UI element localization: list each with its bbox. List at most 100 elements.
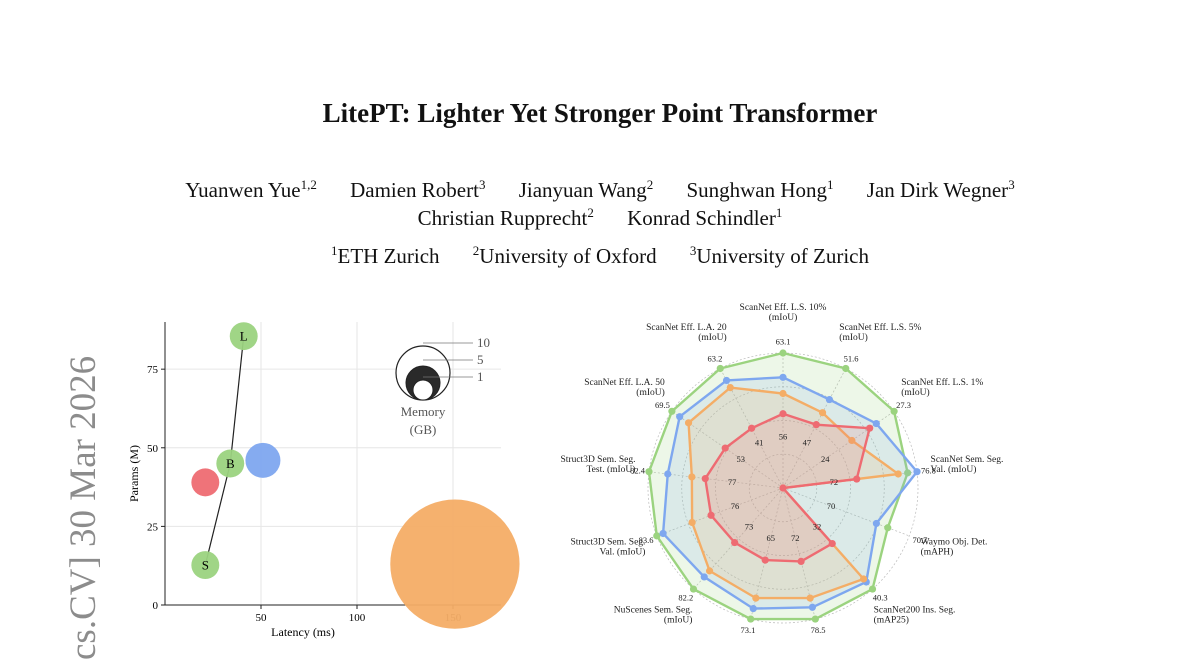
radar-point: [818, 409, 827, 417]
radar-axis-label: Waymo Obj. Det.: [921, 537, 988, 547]
radar-axis-label: Struct3D Sem. Seg.: [561, 455, 636, 465]
radar-axis-label: ScanNet200 Ins. Seg.: [874, 605, 956, 615]
radar-point: [676, 413, 684, 421]
radar-point: [894, 470, 902, 478]
x-axis-label: Latency (ms): [271, 625, 335, 639]
point-label: S: [202, 558, 209, 573]
radar-point: [688, 473, 696, 481]
radar-point: [653, 532, 661, 540]
latency-params-scatter-chart: 501001500255075Latency (ms)Params (M)LBS…: [127, 322, 520, 639]
affiliation: 3University of Zurich: [689, 243, 869, 268]
radar-max-label: 63.2: [707, 353, 722, 363]
radar-max-label: 69.5: [655, 400, 670, 410]
radar-axis-label: (mAPH): [921, 546, 954, 557]
radar-point: [890, 407, 898, 415]
y-tick-label: 0: [153, 600, 159, 612]
radar-max-label: 78.5: [811, 625, 826, 635]
author: Yuanwen Yue1,2: [185, 177, 317, 202]
affiliation: 2University of Oxford: [472, 243, 657, 268]
radar-point: [872, 419, 880, 428]
arxiv-stamp: cs.CV] 30 Mar 2026: [63, 355, 104, 660]
radar-point: [705, 567, 714, 575]
radar-axis-label: (mIoU): [636, 387, 665, 398]
radar-min-label: 73: [745, 521, 754, 531]
radar-point: [808, 603, 816, 611]
size-legend-title: Memory: [401, 404, 446, 419]
radar-point: [779, 373, 787, 381]
radar-point: [779, 410, 787, 418]
radar-point: [872, 519, 881, 528]
radar-point: [659, 529, 667, 538]
size-legend-circle: [412, 379, 434, 401]
radar-min-label: 76: [731, 501, 740, 511]
x-tick-label: 50: [256, 612, 268, 624]
radar-point: [748, 424, 756, 432]
point-label: B: [226, 456, 235, 471]
radar-point: [913, 468, 921, 476]
radar-min-label: 72: [791, 533, 800, 543]
radar-point: [848, 436, 856, 445]
radar-point: [689, 585, 698, 593]
radar-max-label: 51.6: [844, 353, 859, 363]
radar-min-label: 77: [728, 477, 737, 487]
author: Christian Rupprecht2: [417, 205, 594, 230]
radar-axis-label: Val. (mIoU): [931, 464, 977, 475]
radar-point: [811, 615, 819, 623]
x-tick-label: 100: [349, 612, 366, 624]
radar-grid-ring: [748, 453, 818, 523]
radar-spoke: [656, 487, 784, 537]
radar-point: [866, 424, 874, 432]
radar-series-area: [647, 351, 909, 621]
radar-point: [645, 468, 653, 476]
radar-axis-label: (mAP25): [874, 614, 909, 625]
radar-point: [701, 474, 709, 483]
author: Konrad Schindler1: [627, 205, 783, 230]
radar-point: [904, 469, 912, 477]
y-tick-label: 75: [147, 364, 159, 376]
radar-point: [749, 604, 757, 613]
radar-min-label: 70: [827, 501, 836, 511]
radar-max-label: 73.1: [741, 625, 756, 635]
radar-min-label: 56: [779, 432, 788, 442]
radar-point: [779, 484, 787, 492]
radar-point: [726, 383, 734, 392]
radar-point: [716, 364, 724, 373]
radar-max-label: 76.8: [921, 465, 936, 475]
radar-point: [700, 573, 708, 581]
size-legend-value: 5: [477, 352, 484, 367]
radar-point: [884, 524, 892, 532]
radar-axis-label: ScanNet Eff. L.S. 10%: [740, 302, 827, 313]
radar-axis-label: ScanNet Eff. L.A. 50: [584, 377, 665, 388]
radar-point: [853, 475, 861, 483]
radar-axis-label: ScanNet Eff. L.A. 20: [646, 322, 727, 333]
radar-point: [779, 389, 787, 398]
radar-point: [688, 518, 696, 527]
size-legend-value: 1: [477, 369, 484, 384]
scatter-point: [229, 322, 258, 351]
radar-point: [797, 557, 805, 566]
radar-max-label: 27.3: [896, 400, 911, 410]
radar-max-label: 63.1: [776, 337, 791, 347]
author-list-line1: Yuanwen Yue1,2 Damien Robert3 Jianyuan W…: [0, 177, 1200, 203]
radar-point: [859, 575, 868, 583]
affiliation: 1ETH Zurich: [331, 243, 440, 268]
radar-point: [752, 594, 760, 602]
affiliations: 1ETH Zurich 2University of Oxford 3Unive…: [0, 243, 1200, 269]
paper-title: LitePT: Lighter Yet Stronger Point Trans…: [322, 98, 878, 128]
radar-axis-label: (mIoU): [664, 614, 693, 625]
radar-series-area: [661, 376, 919, 610]
radar-point: [721, 444, 729, 452]
radar-max-label: 82.4: [630, 465, 646, 475]
radar-spoke: [782, 368, 847, 489]
radar-point: [722, 376, 731, 385]
radar-point: [806, 594, 814, 602]
scatter-point: [191, 551, 220, 580]
radar-axis-label: (mIoU): [698, 332, 727, 343]
radar-max-label: 40.3: [873, 593, 888, 603]
radar-point: [868, 585, 877, 593]
size-legend-value: 10: [477, 335, 490, 350]
radar-min-label: 72: [830, 477, 839, 487]
radar-min-label: 24: [821, 454, 830, 464]
radar-point: [825, 395, 834, 404]
radar-min-label: 65: [766, 533, 775, 543]
